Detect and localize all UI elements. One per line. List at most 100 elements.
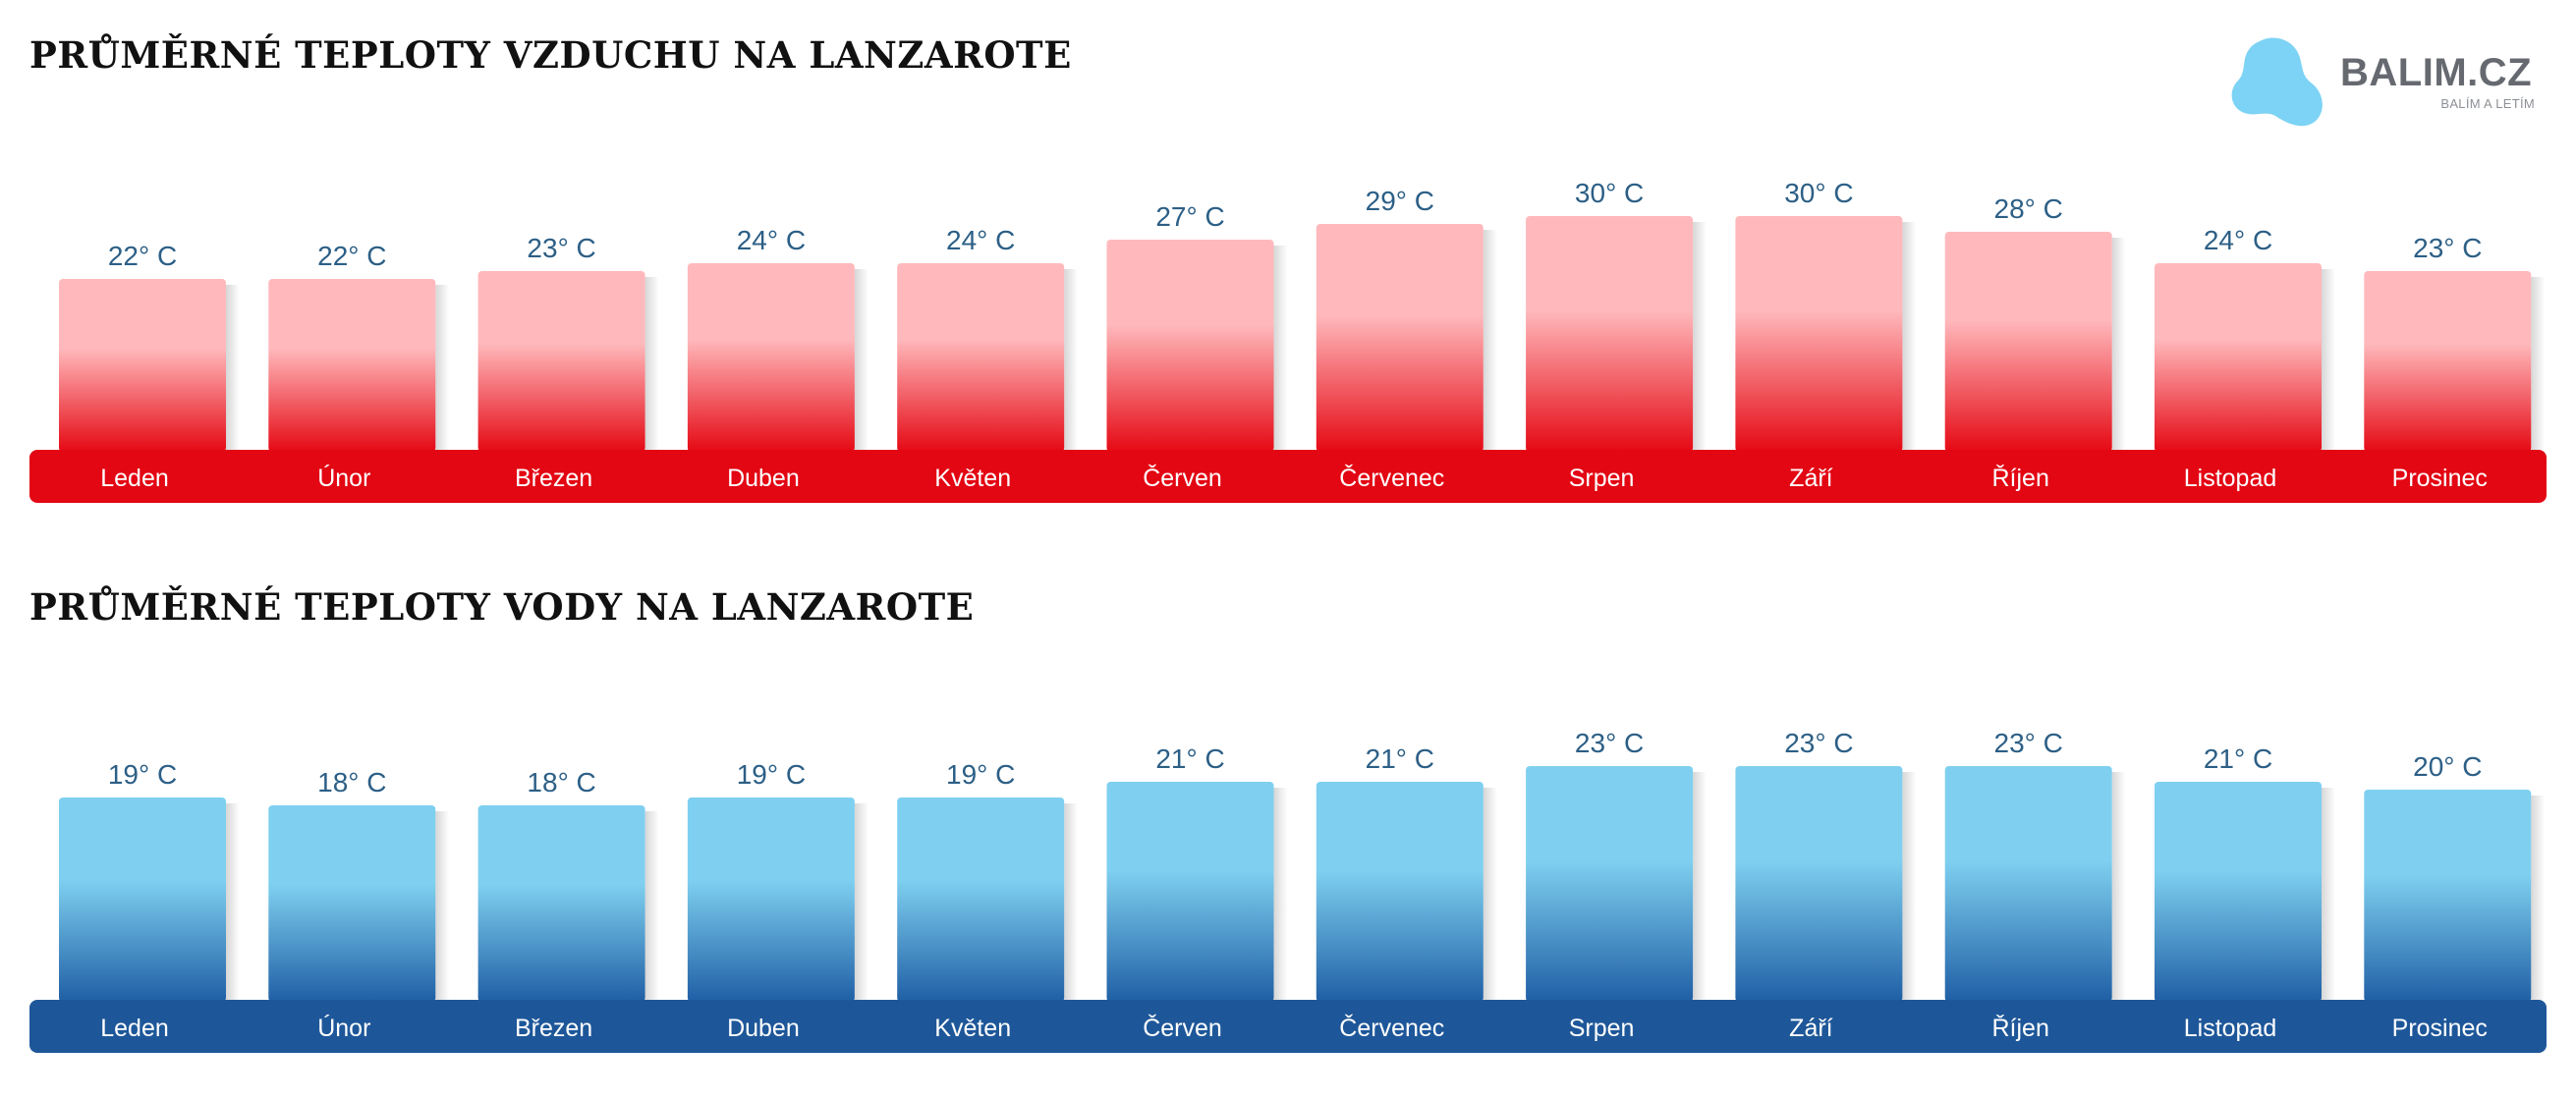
air-bar-2 bbox=[268, 279, 436, 452]
water-bar-4 bbox=[687, 798, 855, 1002]
water-value-label-10: 23° C bbox=[1994, 728, 2063, 758]
air-bar-shadow bbox=[1902, 222, 1917, 450]
air-bar-shadow bbox=[1064, 269, 1079, 450]
air-month-label-7: Červenec bbox=[1339, 464, 1444, 492]
water-chart-title: PRŮMĚRNÉ TEPLOTY VODY NA LANZAROTE bbox=[29, 585, 975, 629]
air-bar-9 bbox=[1735, 216, 1903, 452]
air-month-label-6: Červen bbox=[1143, 464, 1222, 492]
air-month-label-4: Duben bbox=[727, 465, 800, 492]
water-bar-9 bbox=[1735, 766, 1903, 1002]
water-value-label-4: 19° C bbox=[737, 759, 806, 790]
water-value-label-11: 21° C bbox=[2204, 743, 2272, 774]
balim-logo[interactable]: BALIM.CZ BALÍM A LETÍM bbox=[2230, 33, 2545, 132]
water-month-label-2: Únor bbox=[317, 1014, 370, 1042]
air-bar-shadow bbox=[1273, 246, 1288, 450]
water-month-label-7: Červenec bbox=[1339, 1014, 1444, 1042]
water-month-label-10: Říjen bbox=[1992, 1014, 2049, 1042]
water-bar-6 bbox=[1106, 782, 1274, 1002]
air-temperature-section: PRŮMĚRNÉ TEPLOTY VZDUCHU NA LANZAROTE BA… bbox=[29, 33, 2547, 503]
air-month-label-10: Říjen bbox=[1992, 464, 2049, 492]
logo-blob-icon bbox=[2231, 37, 2323, 127]
air-value-label-9: 30° C bbox=[1784, 178, 1853, 208]
air-bar-shadow bbox=[226, 285, 240, 450]
water-temperature-chart: 19° C 18° C 18° C 19° C 19° C 21° C 21° C 23° C… bbox=[29, 728, 2547, 1053]
air-bar-shadow bbox=[1693, 222, 1708, 450]
air-month-label-11: Listopad bbox=[2184, 465, 2277, 492]
air-value-label-3: 23° C bbox=[527, 233, 595, 263]
water-month-label-6: Červen bbox=[1143, 1014, 1222, 1042]
water-bar-7 bbox=[1316, 782, 1484, 1002]
water-value-label-7: 21° C bbox=[1366, 743, 1434, 774]
water-bar-12 bbox=[2364, 790, 2532, 1002]
air-bar-8 bbox=[1526, 216, 1694, 452]
water-month-label-12: Prosinec bbox=[2392, 1015, 2488, 1042]
air-month-label-8: Srpen bbox=[1569, 465, 1635, 492]
air-value-label-4: 24° C bbox=[737, 225, 806, 255]
water-value-label-2: 18° C bbox=[317, 767, 386, 798]
water-month-label-8: Srpen bbox=[1569, 1015, 1635, 1042]
water-bar-shadow bbox=[644, 811, 659, 1000]
air-temperature-chart: 22° C 22° C 23° C 24° C 24° C 27° C 29° C 30° C… bbox=[29, 178, 2547, 503]
air-month-label-1: Leden bbox=[100, 465, 169, 492]
air-bar-5 bbox=[897, 263, 1065, 452]
air-bar-shadow bbox=[2531, 277, 2546, 450]
air-bar-shadow bbox=[1483, 230, 1497, 450]
air-month-label-2: Únor bbox=[317, 464, 370, 492]
water-bar-10 bbox=[1944, 766, 2112, 1002]
air-bar-1 bbox=[59, 279, 226, 452]
water-bar-shadow bbox=[226, 803, 240, 1000]
air-bar-shadow bbox=[2322, 269, 2335, 450]
air-bar-shadow bbox=[435, 285, 450, 450]
water-month-label-11: Listopad bbox=[2184, 1015, 2277, 1042]
air-value-label-2: 22° C bbox=[317, 241, 386, 271]
water-value-label-6: 21° C bbox=[1155, 743, 1224, 774]
air-value-label-7: 29° C bbox=[1366, 186, 1434, 216]
water-value-label-9: 23° C bbox=[1784, 728, 1853, 758]
water-bar-2 bbox=[268, 805, 436, 1002]
air-bar-shadow bbox=[854, 269, 868, 450]
water-bar-shadow bbox=[1693, 772, 1708, 1000]
air-value-label-1: 22° C bbox=[108, 241, 177, 271]
water-month-label-9: Září bbox=[1789, 1015, 1833, 1042]
water-value-label-1: 19° C bbox=[108, 759, 177, 790]
air-value-label-6: 27° C bbox=[1155, 201, 1224, 232]
air-bar-10 bbox=[1944, 232, 2112, 452]
water-bar-shadow bbox=[1273, 788, 1288, 1000]
logo-tagline: BALÍM A LETÍM bbox=[2440, 96, 2535, 111]
air-value-label-12: 23° C bbox=[2413, 233, 2482, 263]
water-bar-shadow bbox=[2531, 796, 2546, 1000]
air-value-label-10: 28° C bbox=[1994, 193, 2063, 224]
water-bar-8 bbox=[1526, 766, 1694, 1002]
water-value-label-8: 23° C bbox=[1575, 728, 1644, 758]
air-value-label-8: 30° C bbox=[1575, 178, 1644, 208]
water-bar-shadow bbox=[1483, 788, 1497, 1000]
water-month-label-3: Březen bbox=[515, 1015, 592, 1042]
water-bar-5 bbox=[897, 798, 1065, 1002]
water-bar-3 bbox=[477, 805, 645, 1002]
air-bar-12 bbox=[2364, 271, 2532, 452]
air-chart-title: PRŮMĚRNÉ TEPLOTY VZDUCHU NA LANZAROTE bbox=[29, 33, 1072, 77]
air-month-band bbox=[29, 450, 2547, 503]
water-bar-shadow bbox=[854, 803, 868, 1000]
air-month-label-12: Prosinec bbox=[2392, 465, 2488, 492]
water-bar-shadow bbox=[1902, 772, 1917, 1000]
water-value-label-12: 20° C bbox=[2413, 751, 2482, 782]
water-bar-shadow bbox=[2322, 788, 2335, 1000]
air-value-label-5: 24° C bbox=[946, 225, 1015, 255]
air-bar-4 bbox=[687, 263, 855, 452]
water-bar-shadow bbox=[435, 811, 450, 1000]
air-bar-shadow bbox=[644, 277, 659, 450]
air-value-label-11: 24° C bbox=[2204, 225, 2272, 255]
water-value-label-3: 18° C bbox=[527, 767, 595, 798]
logo-name: BALIM.CZ bbox=[2340, 51, 2533, 94]
air-bar-shadow bbox=[2111, 238, 2126, 450]
water-month-label-4: Duben bbox=[727, 1015, 800, 1042]
water-bar-11 bbox=[2155, 782, 2322, 1002]
water-month-label-5: Květen bbox=[934, 1015, 1011, 1042]
water-month-band bbox=[29, 1000, 2547, 1053]
air-month-label-5: Květen bbox=[934, 465, 1011, 492]
water-bar-shadow bbox=[1064, 803, 1079, 1000]
air-bar-6 bbox=[1106, 240, 1274, 452]
water-bar-1 bbox=[59, 798, 226, 1002]
air-month-label-3: Březen bbox=[515, 465, 592, 492]
